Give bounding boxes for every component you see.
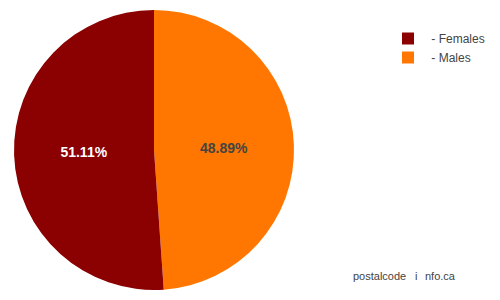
svg-text:i: i xyxy=(415,270,417,282)
svg-text:48.89%: 48.89% xyxy=(200,140,248,156)
svg-text:- Males: - Males xyxy=(428,51,471,65)
svg-text:postalcode: postalcode xyxy=(353,270,406,282)
svg-text:51.11%: 51.11% xyxy=(60,144,107,160)
svg-text:nfo.ca: nfo.ca xyxy=(425,270,456,282)
svg-text:- Females: - Females xyxy=(428,32,485,46)
